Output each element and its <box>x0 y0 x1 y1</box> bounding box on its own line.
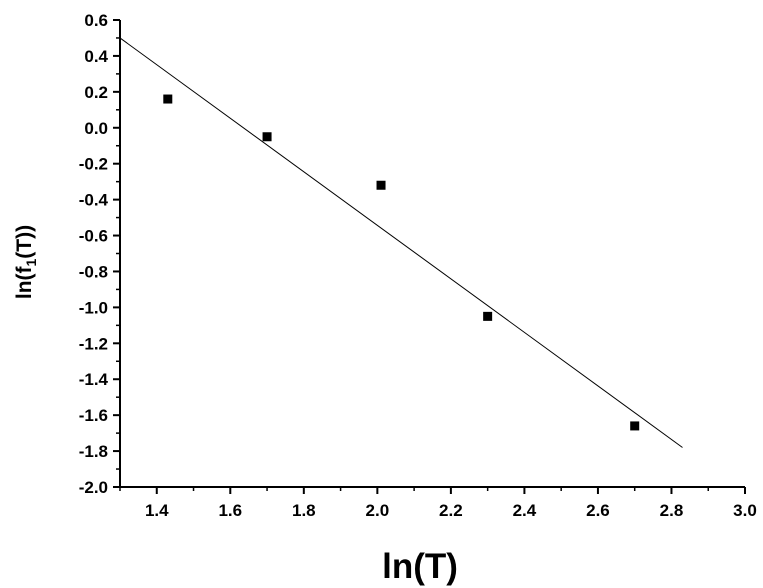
x-tick-label: 2.8 <box>660 501 684 520</box>
x-tick-label: 2.4 <box>513 501 537 520</box>
y-tick-label: -1.6 <box>79 406 108 425</box>
x-tick-label: 1.6 <box>218 501 242 520</box>
y-tick-label: -0.6 <box>79 227 108 246</box>
y-tick-label: -1.8 <box>79 442 108 461</box>
y-axis-title-suffix: (T)) <box>13 225 36 259</box>
data-point <box>163 94 173 104</box>
data-points <box>163 94 640 431</box>
axes <box>119 20 745 488</box>
y-tick-label: 0.0 <box>84 119 108 138</box>
y-tick-label: -1.4 <box>79 370 109 389</box>
x-tick-label: 3.0 <box>733 501 757 520</box>
fit-line <box>119 37 683 448</box>
data-point <box>262 132 272 142</box>
y-tick-label: -1.2 <box>79 334 108 353</box>
y-tick-label: -0.2 <box>79 155 108 174</box>
data-point <box>630 421 640 431</box>
x-axis-title: ln(T) <box>382 547 458 586</box>
fit-line-group <box>119 37 683 448</box>
data-point <box>483 311 493 321</box>
y-tick-label: -0.8 <box>79 262 108 281</box>
x-axis-ticks: 1.4 1.6 1.8 2.0 2.2 2.4 2.6 2.8 3.0 <box>119 487 757 520</box>
y-tick-label: 0.2 <box>84 83 108 102</box>
y-axis-title: ln(f1(T)) <box>13 225 39 299</box>
y-axis-title-subscript: 1 <box>23 258 39 266</box>
y-tick-label: -1.0 <box>79 298 108 317</box>
y-tick-label: 0.4 <box>84 47 108 66</box>
x-tick-label: 2.2 <box>439 501 463 520</box>
x-tick-label: 1.4 <box>145 501 169 520</box>
y-axis-title-prefix: ln(f <box>13 265 36 299</box>
x-tick-label: 2.6 <box>586 501 610 520</box>
y-tick-label: -0.4 <box>79 191 109 210</box>
data-point <box>376 180 386 190</box>
y-axis-ticks: 0.6 0.4 0.2 0.0 -0.2 -0.4 -0.6 -0.8 -1.0 -1.2 -1.4… <box>79 11 120 497</box>
y-tick-label: -2.0 <box>79 478 108 497</box>
x-tick-label: 1.8 <box>292 501 316 520</box>
x-tick-label: 2.0 <box>366 501 390 520</box>
y-tick-label: 0.6 <box>84 11 108 30</box>
